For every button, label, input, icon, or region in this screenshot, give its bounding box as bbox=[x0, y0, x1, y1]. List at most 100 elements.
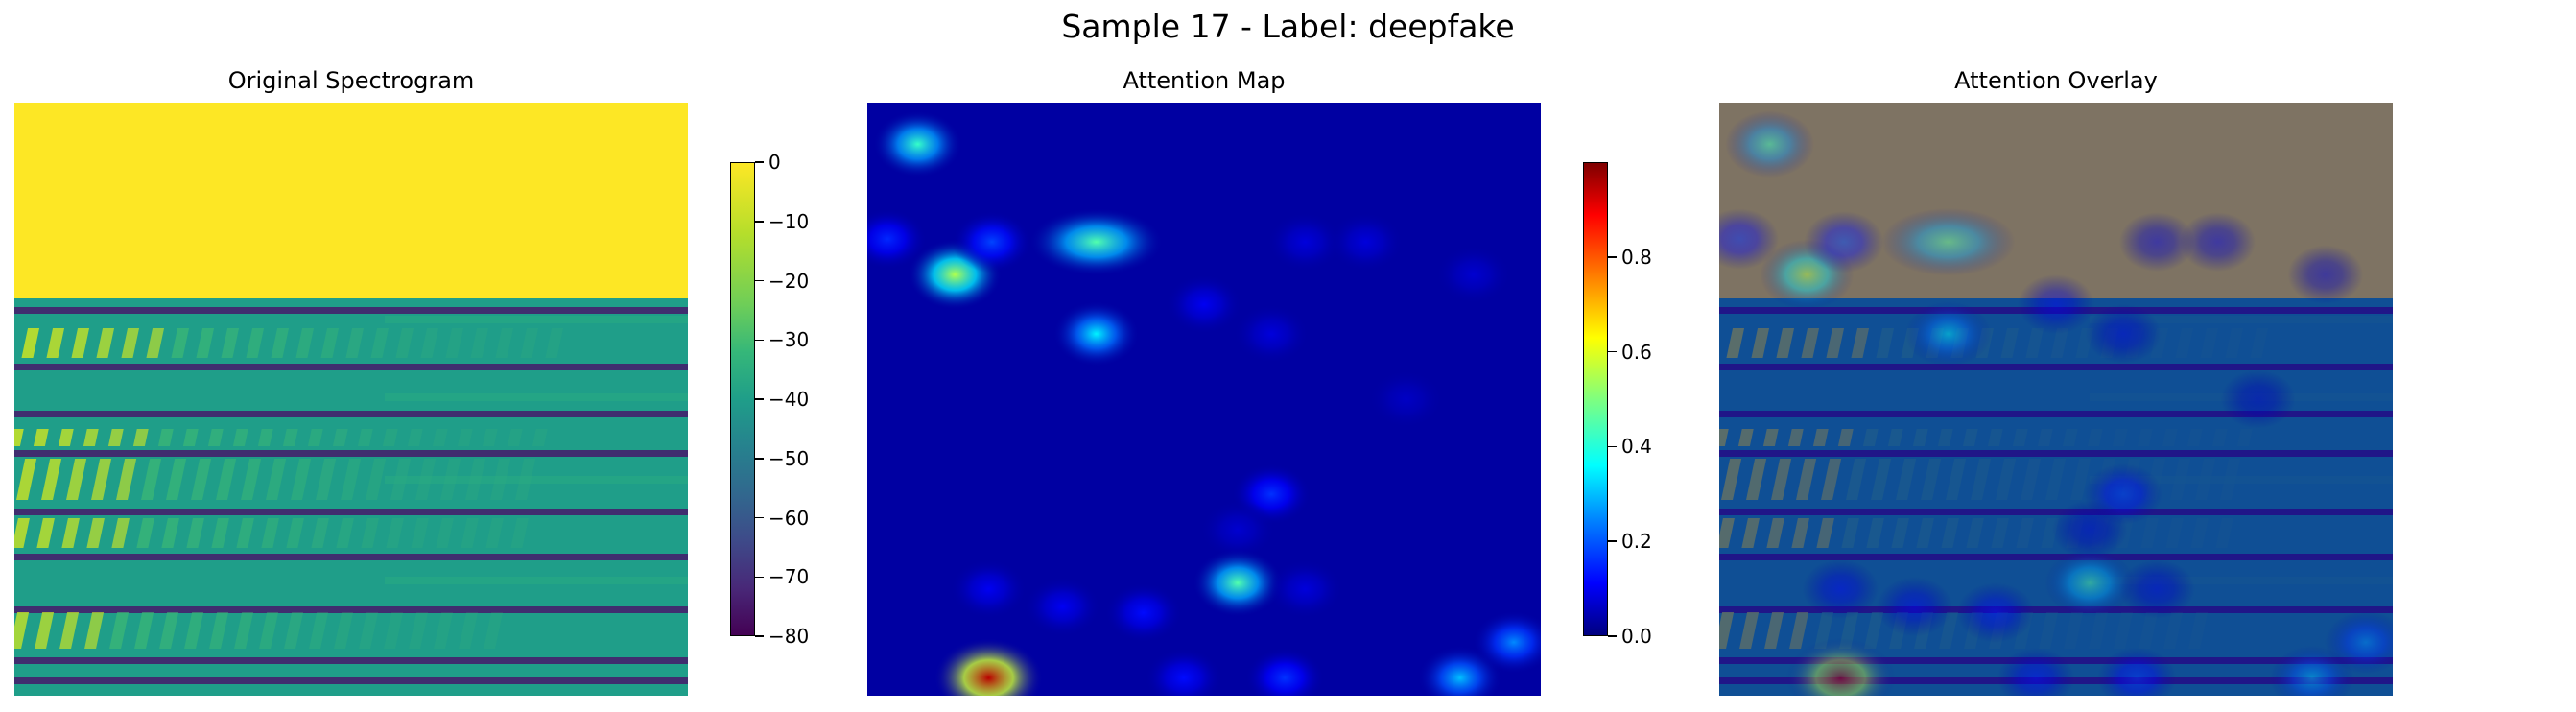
orig-spec-harmonic bbox=[221, 328, 240, 358]
panel-title-original: Original Spectrogram bbox=[227, 67, 475, 94]
orig-spec-harmonic bbox=[332, 429, 348, 446]
ov-attention-hotspot bbox=[2044, 549, 2136, 617]
orig-spec-harmonic bbox=[107, 429, 124, 446]
orig-spec-harmonic bbox=[84, 612, 105, 649]
colorbar-tick-label: 0.0 bbox=[1621, 625, 1652, 648]
colorbar-tick-label: −10 bbox=[768, 209, 810, 233]
spectrogram-image bbox=[14, 103, 688, 696]
orig-spec-harmonic bbox=[184, 612, 204, 649]
orig-spec-harmonic bbox=[33, 429, 49, 446]
colorbar-tick bbox=[755, 576, 764, 578]
att-attention-hotspot bbox=[1472, 610, 1541, 675]
att-attention-hotspot bbox=[1145, 648, 1223, 696]
orig-spec-harmonic bbox=[61, 518, 80, 548]
att-attention-hotspot bbox=[1266, 558, 1343, 619]
att-attention-hotspot bbox=[1166, 273, 1242, 335]
orig-spec-harmonic bbox=[286, 518, 304, 548]
colorbar-tick-label: 0 bbox=[768, 151, 781, 174]
ov-attention-hotspot bbox=[1719, 208, 1780, 270]
orig-spec-harmonic bbox=[21, 328, 40, 358]
colorbar-tick-label: 0.6 bbox=[1621, 340, 1652, 364]
orig-spec-harmonic bbox=[445, 328, 464, 358]
ov-attention-hotspot bbox=[2118, 558, 2195, 619]
orig-spec-harmonic bbox=[357, 429, 373, 446]
spectrogram-svg bbox=[14, 103, 688, 696]
attention-map-svg bbox=[867, 103, 1541, 696]
att-attention-hotspot bbox=[1199, 500, 1276, 559]
ov-attention-hotspot bbox=[1876, 577, 1953, 637]
att-attention-hotspot bbox=[1435, 245, 1512, 304]
orig-spec-texture bbox=[385, 476, 688, 484]
orig-spec-harmonic bbox=[166, 459, 187, 500]
ov-attention-hotspot bbox=[2085, 304, 2162, 364]
colorbar-tick bbox=[755, 279, 764, 282]
orig-spec-harmonic bbox=[86, 518, 105, 548]
orig-spec-harmonic bbox=[191, 459, 212, 500]
orig-spec-harmonic bbox=[407, 429, 423, 446]
orig-spec-dark-line bbox=[14, 677, 688, 684]
orig-spec-harmonic bbox=[282, 429, 298, 446]
attention-overlay-svg bbox=[1719, 103, 2393, 696]
orig-spec-harmonic bbox=[141, 459, 162, 500]
orig-spec-harmonic bbox=[307, 429, 323, 446]
orig-spec-harmonic bbox=[420, 328, 439, 358]
orig-spec-harmonic bbox=[109, 612, 130, 649]
orig-spec-harmonic bbox=[271, 328, 290, 358]
orig-spec-harmonic bbox=[336, 518, 354, 548]
att-attention-hotspot bbox=[1368, 369, 1444, 429]
att-attention-hotspot bbox=[1104, 582, 1183, 643]
orig-spec-texture bbox=[385, 316, 688, 323]
colorbar-tick bbox=[755, 339, 764, 341]
orig-spec-harmonic bbox=[370, 328, 390, 358]
orig-spec-harmonic bbox=[411, 518, 429, 548]
orig-spec-harmonic bbox=[366, 459, 387, 500]
colorbar-tick bbox=[1608, 635, 1617, 637]
orig-spec-harmonic bbox=[395, 328, 414, 358]
att-attention-hotspot bbox=[1266, 212, 1343, 273]
orig-spec-harmonic bbox=[507, 429, 523, 446]
orig-spec-harmonic bbox=[236, 518, 254, 548]
attention-overlay-image bbox=[1719, 103, 2393, 696]
ov-attention-hotspot bbox=[1904, 300, 1992, 368]
panel-title-overlay: Attention Overlay bbox=[1954, 67, 2158, 94]
orig-spec-dark-line bbox=[14, 450, 688, 457]
colorbar-tick bbox=[755, 458, 764, 460]
colorbar-tick-label: −70 bbox=[768, 565, 810, 589]
orig-spec-harmonic bbox=[495, 328, 514, 358]
orig-spec-harmonic bbox=[58, 429, 74, 446]
orig-spec-harmonic bbox=[485, 518, 504, 548]
orig-spec-harmonic bbox=[157, 429, 174, 446]
att-attention-hotspot bbox=[1245, 647, 1325, 696]
colorbar-tick-label: −80 bbox=[768, 625, 810, 648]
panel-title-attention: Attention Map bbox=[1123, 67, 1286, 94]
attention-colorbar bbox=[1583, 162, 1608, 636]
orig-spec-harmonic bbox=[207, 429, 224, 446]
attention-map-image bbox=[867, 103, 1541, 696]
orig-spec-harmonic bbox=[459, 612, 479, 649]
orig-spec-harmonic bbox=[146, 328, 165, 358]
att-attention-hotspot bbox=[1233, 304, 1310, 364]
orig-spec-harmonic bbox=[182, 429, 199, 446]
orig-spec-harmonic bbox=[257, 429, 273, 446]
orig-spec-harmonic bbox=[234, 612, 254, 649]
orig-spec-harmonic bbox=[14, 518, 30, 548]
orig-spec-harmonic bbox=[35, 612, 55, 649]
orig-spec-harmonic bbox=[36, 518, 55, 548]
att-attention-hotspot bbox=[1052, 300, 1140, 368]
orig-spec-harmonic bbox=[484, 612, 504, 649]
att-attention-hotspot bbox=[1327, 212, 1405, 273]
colorbar-tick bbox=[755, 398, 764, 400]
ov-attention-hotspot bbox=[1804, 211, 1884, 273]
orig-spec-harmonic bbox=[41, 459, 62, 500]
orig-spec-harmonic bbox=[311, 518, 329, 548]
colorbar-tick bbox=[755, 516, 764, 519]
att-attention-hotspot bbox=[867, 208, 928, 270]
orig-spec-harmonic bbox=[46, 328, 65, 358]
orig-spec-harmonic bbox=[261, 518, 279, 548]
orig-spec-harmonic bbox=[341, 459, 362, 500]
colorbar-tick-label: 0.4 bbox=[1621, 435, 1652, 459]
orig-spec-harmonic bbox=[382, 429, 398, 446]
orig-spec-harmonic bbox=[384, 612, 404, 649]
orig-spec-harmonic bbox=[359, 612, 379, 649]
colorbar-tick-label: 0.2 bbox=[1621, 530, 1652, 554]
